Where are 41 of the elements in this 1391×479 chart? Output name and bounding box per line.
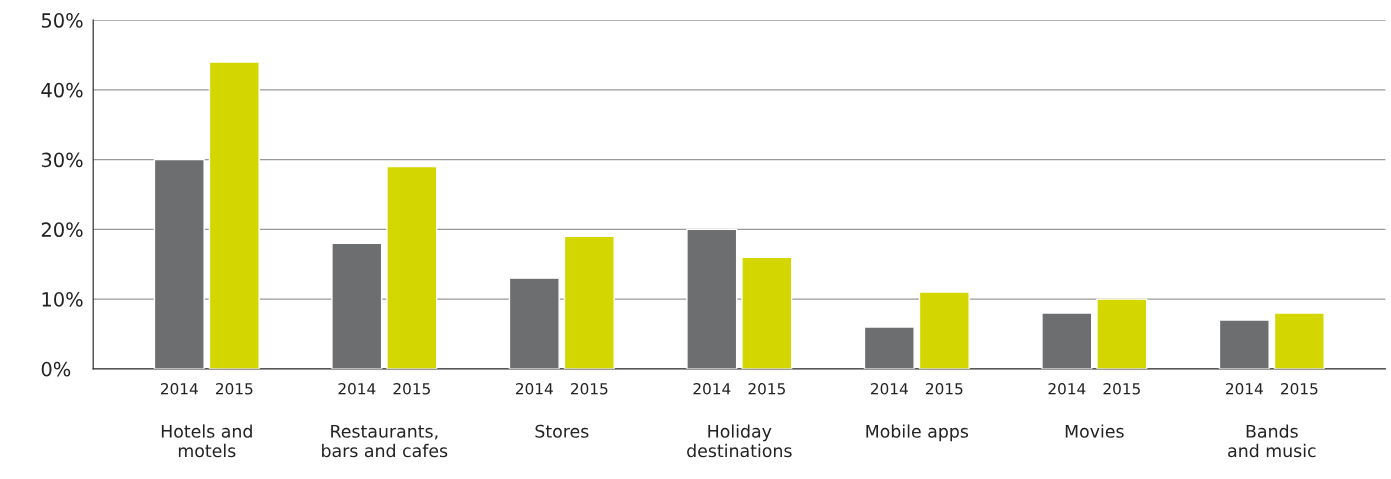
text: 2015	[393, 382, 430, 395]
text: 2015	[748, 382, 785, 395]
series-label: 2014	[160, 382, 198, 395]
bar	[1041, 312, 1093, 369]
text: 2015	[1103, 382, 1140, 395]
y-tick-label: 50%	[41, 13, 83, 28]
text: 2014	[870, 382, 908, 395]
series-label: 2015	[215, 382, 253, 395]
bar	[1218, 319, 1270, 369]
y-tick-label: 20%	[41, 222, 83, 238]
bar	[331, 242, 383, 369]
text: 2015	[1281, 382, 1318, 395]
text: 2014	[338, 382, 376, 395]
bar	[208, 61, 260, 369]
bar	[741, 256, 793, 369]
x-tick-label: Movies	[1065, 424, 1124, 438]
text: 2014	[1048, 382, 1086, 395]
bar	[386, 165, 438, 369]
text: 2014	[1226, 382, 1263, 395]
text: 2014	[693, 382, 731, 395]
bar	[563, 235, 615, 369]
bar	[686, 228, 738, 369]
x-tick-label: Holiday destinations	[687, 424, 792, 458]
y-tick-label: 0%	[41, 361, 71, 377]
y-tick-label: 40%	[41, 82, 83, 98]
bar	[918, 291, 970, 369]
text: 2015	[571, 382, 608, 395]
bar	[508, 277, 560, 369]
text: 2015	[926, 382, 963, 395]
text: 2014	[515, 382, 553, 395]
x-tick-label: Restaurants, bars and cafes	[322, 424, 448, 458]
x-tick-label: Mobile apps	[866, 424, 969, 442]
y-tick-label: 10%	[42, 292, 83, 307]
bar	[153, 158, 205, 369]
x-tick-label: Hotels and motels	[161, 424, 252, 458]
bar	[1273, 312, 1325, 369]
bar	[863, 326, 915, 369]
x-tick-label: Stores	[535, 424, 589, 438]
x-tick-label: Bands and music	[1228, 424, 1316, 458]
y-tick-label: 30%	[41, 152, 83, 168]
bar	[1096, 298, 1148, 369]
